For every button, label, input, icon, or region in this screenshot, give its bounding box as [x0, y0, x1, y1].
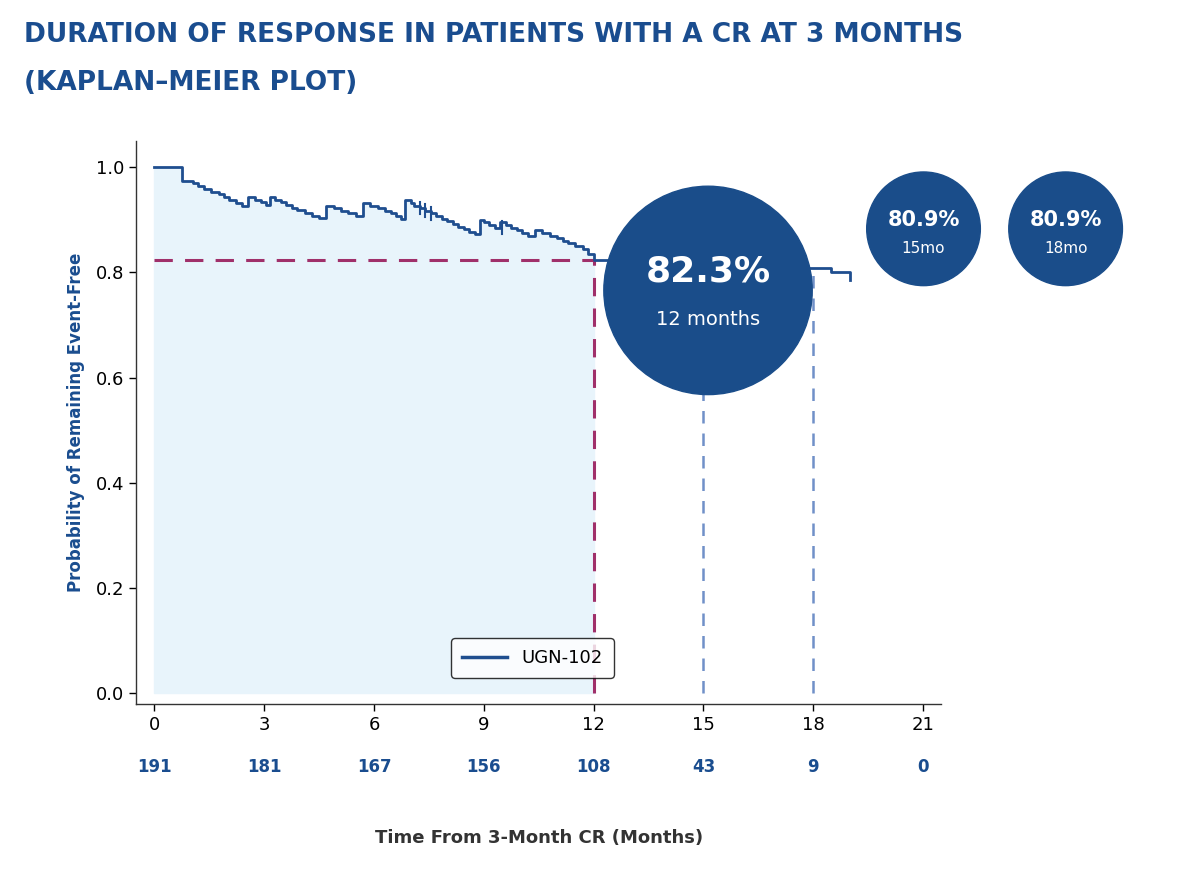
Text: 18mo: 18mo [1044, 241, 1087, 256]
Text: 15mo: 15mo [902, 241, 945, 256]
Text: DURATION OF RESPONSE IN PATIENTS WITH A CR AT 3 MONTHS: DURATION OF RESPONSE IN PATIENTS WITH A … [24, 22, 963, 48]
Text: 9: 9 [807, 759, 819, 776]
Text: Time From 3-Month CR (Months): Time From 3-Month CR (Months) [374, 829, 703, 847]
Y-axis label: Probability of Remaining Event-Free: Probability of Remaining Event-Free [66, 253, 85, 592]
Text: 0: 0 [918, 759, 928, 776]
Text: (KAPLAN–MEIER PLOT): (KAPLAN–MEIER PLOT) [24, 70, 356, 97]
Text: 80.9%: 80.9% [1029, 210, 1102, 231]
Text: 156: 156 [466, 759, 501, 776]
Legend: UGN-102: UGN-102 [451, 638, 613, 678]
Text: 82.3%: 82.3% [645, 254, 771, 289]
Text: 181: 181 [247, 759, 282, 776]
Text: 80.9%: 80.9% [887, 210, 960, 231]
Text: 191: 191 [137, 759, 172, 776]
Text: 108: 108 [577, 759, 611, 776]
Text: 43: 43 [691, 759, 715, 776]
Text: 167: 167 [356, 759, 392, 776]
Text: 12 months: 12 months [656, 310, 760, 329]
